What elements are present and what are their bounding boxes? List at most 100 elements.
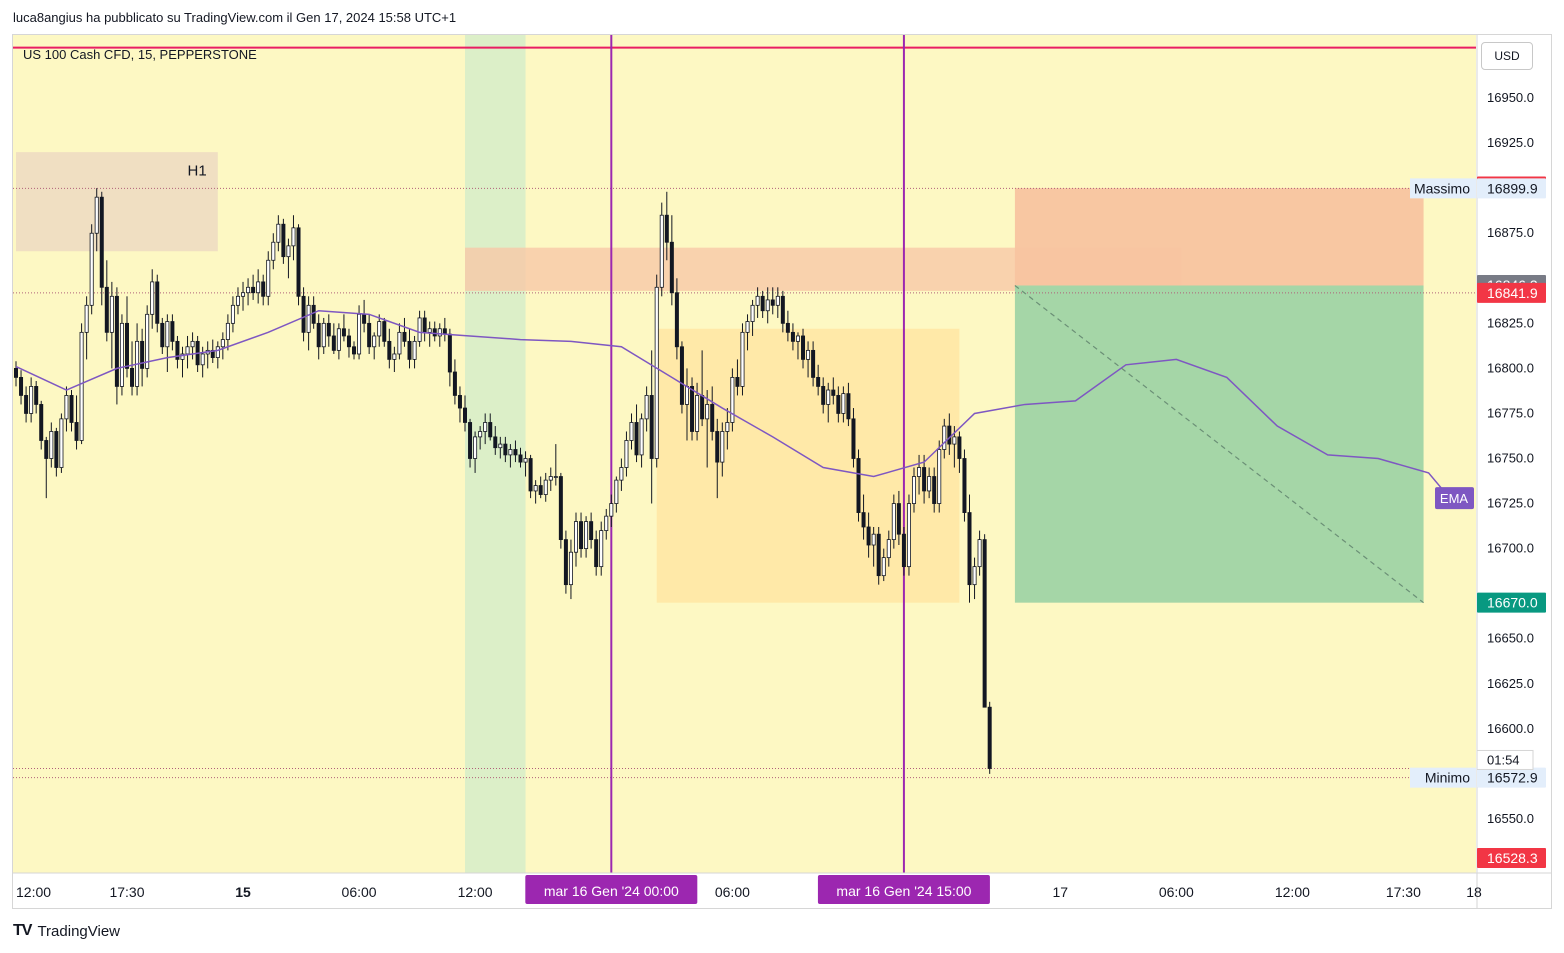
candle-body: [785, 322, 790, 333]
candle: [816, 364, 821, 396]
candle-body: [225, 322, 230, 340]
candle-body: [649, 395, 654, 459]
candle-body: [922, 467, 927, 492]
candle: [957, 431, 962, 473]
candle: [518, 447, 523, 468]
ema-label-text: EMA: [1440, 491, 1469, 506]
candle: [705, 390, 710, 468]
candle-body: [39, 404, 44, 441]
candle-body: [44, 440, 49, 459]
annotation-h1: H1: [188, 163, 207, 180]
candle-body: [488, 422, 493, 438]
candle-body: [346, 335, 351, 348]
candle: [145, 305, 150, 378]
candle: [44, 436, 49, 499]
candle-body: [352, 346, 357, 355]
candle-body: [962, 458, 967, 513]
candle-body: [104, 286, 109, 333]
candle-body: [74, 422, 79, 441]
candle-body: [220, 339, 225, 348]
candle: [846, 382, 851, 427]
candle-body: [478, 431, 483, 438]
candle-body: [866, 526, 871, 546]
y-tick-label: 16825.0: [1487, 315, 1534, 330]
candle: [654, 274, 659, 468]
candle: [619, 458, 624, 491]
candle-body: [160, 322, 165, 348]
y-tick-label: 16725.0: [1487, 496, 1534, 511]
candle: [473, 431, 478, 473]
x-tick-label: 12:00: [1275, 884, 1310, 900]
candle: [392, 346, 397, 373]
candle: [932, 467, 937, 513]
candle-body: [412, 340, 417, 360]
candle-body: [463, 407, 468, 423]
y-tick-label: 16800.0: [1487, 360, 1534, 375]
candle-body: [528, 458, 533, 492]
candle-body: [573, 521, 578, 553]
candle-body: [19, 377, 24, 396]
candle-body: [24, 395, 29, 414]
supply-zone-left: [16, 152, 218, 252]
candle: [836, 386, 841, 423]
candle: [119, 314, 124, 396]
y-tick-label: 16625.0: [1487, 676, 1534, 691]
candle-body: [881, 557, 886, 577]
footer: TV TradingView: [13, 922, 120, 940]
candle-body: [266, 259, 271, 297]
candle-body: [468, 422, 473, 459]
candle: [790, 323, 795, 351]
candle: [730, 368, 735, 432]
candle: [886, 530, 891, 567]
candle-body: [614, 479, 619, 504]
candle: [679, 341, 684, 414]
candle: [301, 287, 306, 342]
candle: [377, 314, 382, 347]
candle-body: [558, 476, 563, 541]
candle-body: [362, 313, 367, 324]
candle: [659, 202, 664, 297]
candle-body: [84, 304, 89, 333]
candle: [851, 408, 856, 468]
candle-body: [760, 295, 765, 312]
candle-body: [119, 322, 124, 387]
candle-body: [816, 377, 821, 387]
candle-body: [548, 476, 553, 481]
candle: [321, 317, 326, 354]
candle-body: [730, 377, 735, 423]
y-tick-label: 16700.0: [1487, 541, 1534, 556]
candle: [503, 436, 508, 463]
candle-body: [972, 566, 977, 586]
candle: [584, 516, 589, 558]
currency-button[interactable]: USD: [1481, 42, 1533, 70]
candle: [271, 233, 276, 270]
candle: [856, 449, 861, 522]
candle-body: [912, 476, 917, 504]
candle: [876, 526, 881, 585]
candle-body: [296, 227, 301, 297]
candle: [801, 328, 806, 369]
footer-brand[interactable]: TradingView: [37, 922, 120, 940]
candle-body: [261, 281, 266, 297]
candle-body: [947, 425, 952, 445]
candle: [483, 413, 488, 445]
candle-body: [720, 431, 725, 463]
candle: [331, 323, 336, 354]
candle-body: [473, 436, 478, 459]
candle-body: [69, 395, 74, 423]
y-tick-label: 16600.0: [1487, 721, 1534, 736]
x-tick-label: 06:00: [715, 884, 750, 900]
candle: [962, 449, 967, 522]
candle-body: [155, 281, 160, 324]
candle-body: [397, 331, 402, 355]
candle: [912, 467, 917, 513]
ema-label-box: [1435, 487, 1474, 510]
candle-body: [765, 299, 770, 312]
tradingview-logo-icon[interactable]: TV: [13, 922, 32, 939]
candle: [917, 454, 922, 495]
candle-body: [130, 367, 135, 387]
candle-body: [579, 521, 584, 550]
candle-body: [589, 521, 594, 541]
vertical-markers-layer: [610, 35, 905, 873]
